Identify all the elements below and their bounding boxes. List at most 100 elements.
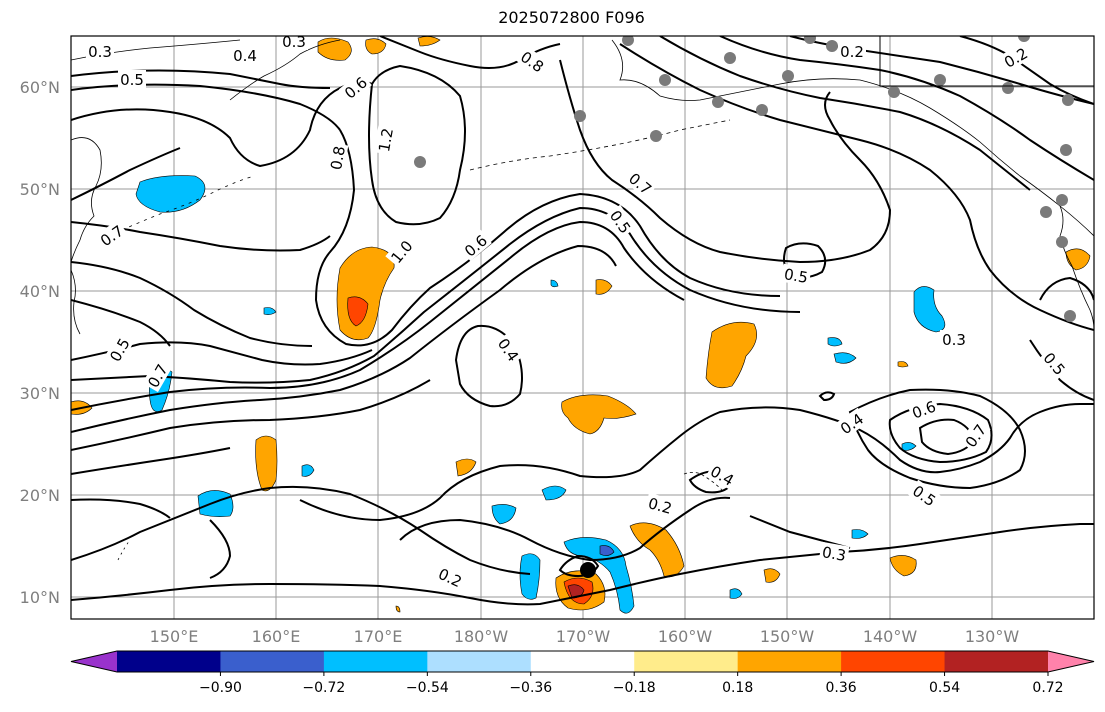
british-columbia-coast xyxy=(1059,205,1094,331)
station-marker xyxy=(622,36,634,46)
colorbar-tick-label: −0.72 xyxy=(302,680,345,696)
colorbar-segment xyxy=(841,651,946,672)
negative-anomaly-patch xyxy=(913,286,946,333)
lat-tick-label: 30°N xyxy=(20,384,60,403)
contour-line xyxy=(454,324,523,408)
contour-label-group: 0.3 0.4 0.5 0.7 0.6 0.8 1.0 1.2 0.8 0.7 … xyxy=(86,36,1071,591)
strong-positive-patch xyxy=(347,296,369,327)
contour-label: 0.3 xyxy=(942,331,966,349)
contour-line xyxy=(399,496,731,562)
negative-anomaly-patch xyxy=(851,529,869,539)
positive-anomaly-patch xyxy=(1065,248,1091,271)
station-marker xyxy=(888,86,900,98)
anomaly-shading xyxy=(71,36,1091,614)
pacific-islands xyxy=(117,539,131,561)
station-marker xyxy=(756,104,768,116)
lon-tick-label: 160°E xyxy=(252,627,301,646)
colorbar-outline xyxy=(70,650,1095,673)
lon-tick-label: 130°W xyxy=(965,627,1020,646)
lon-tick-label: 180°W xyxy=(454,627,509,646)
positive-anomaly-patch xyxy=(595,279,613,295)
station-marker xyxy=(1060,144,1072,156)
contour-line xyxy=(559,59,892,264)
colorbar-segment xyxy=(427,651,532,672)
colorbar-tick-label: −0.54 xyxy=(406,680,449,696)
contour-line xyxy=(368,64,466,226)
contour-line xyxy=(299,402,1094,522)
aleutian-islands xyxy=(469,119,731,171)
lat-tick-label: 40°N xyxy=(20,282,60,301)
colorbar: −0.90 −0.72 −0.54 −0.36 −0.18 0.18 0.36 0.54 0.7… xyxy=(70,650,1095,696)
station-marker xyxy=(1064,310,1076,322)
colorbar-tick-label: 0.54 xyxy=(929,680,960,696)
contour-line xyxy=(71,299,171,347)
contour-line xyxy=(749,515,851,549)
map-title: 2025072800 F096 xyxy=(498,8,645,27)
contour-label: 0.2 xyxy=(840,43,864,61)
contour-line xyxy=(1039,276,1094,301)
lon-tick-label: 170°E xyxy=(354,627,403,646)
colorbar-segment xyxy=(220,651,325,672)
negative-anomaly-patch xyxy=(263,307,277,315)
lat-tick-label: 10°N xyxy=(20,588,60,607)
positive-anomaly-patch xyxy=(763,568,781,583)
station-marker xyxy=(934,74,946,86)
contour-line xyxy=(71,261,313,347)
colorbar-tick-label: −0.18 xyxy=(613,680,656,696)
contour-line xyxy=(71,447,231,475)
lon-tick-label: 140°W xyxy=(863,627,918,646)
station-marker xyxy=(1018,36,1030,42)
contour-line xyxy=(71,379,431,451)
contour-label: 0.5 xyxy=(783,265,810,287)
station-marker xyxy=(1056,236,1068,248)
storm-center-marker xyxy=(580,562,596,578)
colorbar-segment xyxy=(634,651,739,672)
japan-coastline xyxy=(71,269,81,335)
contour-label: 0.8 xyxy=(327,145,349,172)
positive-anomaly-patch xyxy=(455,458,477,477)
station-marker xyxy=(1062,94,1074,106)
contour-line xyxy=(1029,339,1094,401)
map-frame xyxy=(70,35,1095,620)
lat-tick-label: 20°N xyxy=(20,486,60,505)
contour-label: 0.2 xyxy=(646,494,674,518)
station-markers xyxy=(414,36,1076,322)
hawaii-islands xyxy=(683,472,723,491)
colorbar-tick-label: −0.90 xyxy=(199,680,242,696)
station-marker xyxy=(1040,206,1052,218)
contour-line xyxy=(314,129,781,347)
negative-anomaly-patch xyxy=(519,553,541,600)
moderate-negative-patch xyxy=(599,545,615,556)
contour-line xyxy=(848,388,1026,490)
positive-anomaly-patch xyxy=(705,321,757,389)
contour-label: 1.2 xyxy=(375,127,397,154)
station-marker xyxy=(782,70,794,82)
positive-anomaly-patch xyxy=(889,555,917,577)
alaska-coastline xyxy=(611,39,1094,237)
lon-tick-label: 160°W xyxy=(658,627,713,646)
negative-anomaly-patch xyxy=(827,337,843,347)
contour-line xyxy=(209,519,232,579)
longitude-tick-labels: 150°E 160°E 170°E 180°W 170°W 160°W 150°… xyxy=(150,627,1020,646)
station-marker xyxy=(1002,82,1014,94)
station-marker xyxy=(724,52,736,64)
contour-lines xyxy=(71,36,1094,606)
contour-line xyxy=(71,498,171,519)
station-marker xyxy=(659,74,671,86)
contour-line xyxy=(719,36,1094,181)
contour-line xyxy=(71,147,181,201)
station-marker xyxy=(712,96,724,108)
contour-line xyxy=(619,43,1094,331)
contour-line xyxy=(71,80,373,168)
station-marker xyxy=(826,40,838,52)
negative-anomaly-patch xyxy=(491,504,517,525)
colorbar-tick-label: 0.72 xyxy=(1032,680,1063,696)
colorbar-segment xyxy=(944,651,1049,672)
colorbar-extend-max xyxy=(1048,651,1094,672)
station-marker xyxy=(414,156,426,168)
negative-anomaly-patch xyxy=(541,485,567,501)
negative-anomaly-patch xyxy=(135,175,206,213)
negative-anomaly-patch xyxy=(550,279,559,288)
station-marker xyxy=(1056,194,1068,206)
